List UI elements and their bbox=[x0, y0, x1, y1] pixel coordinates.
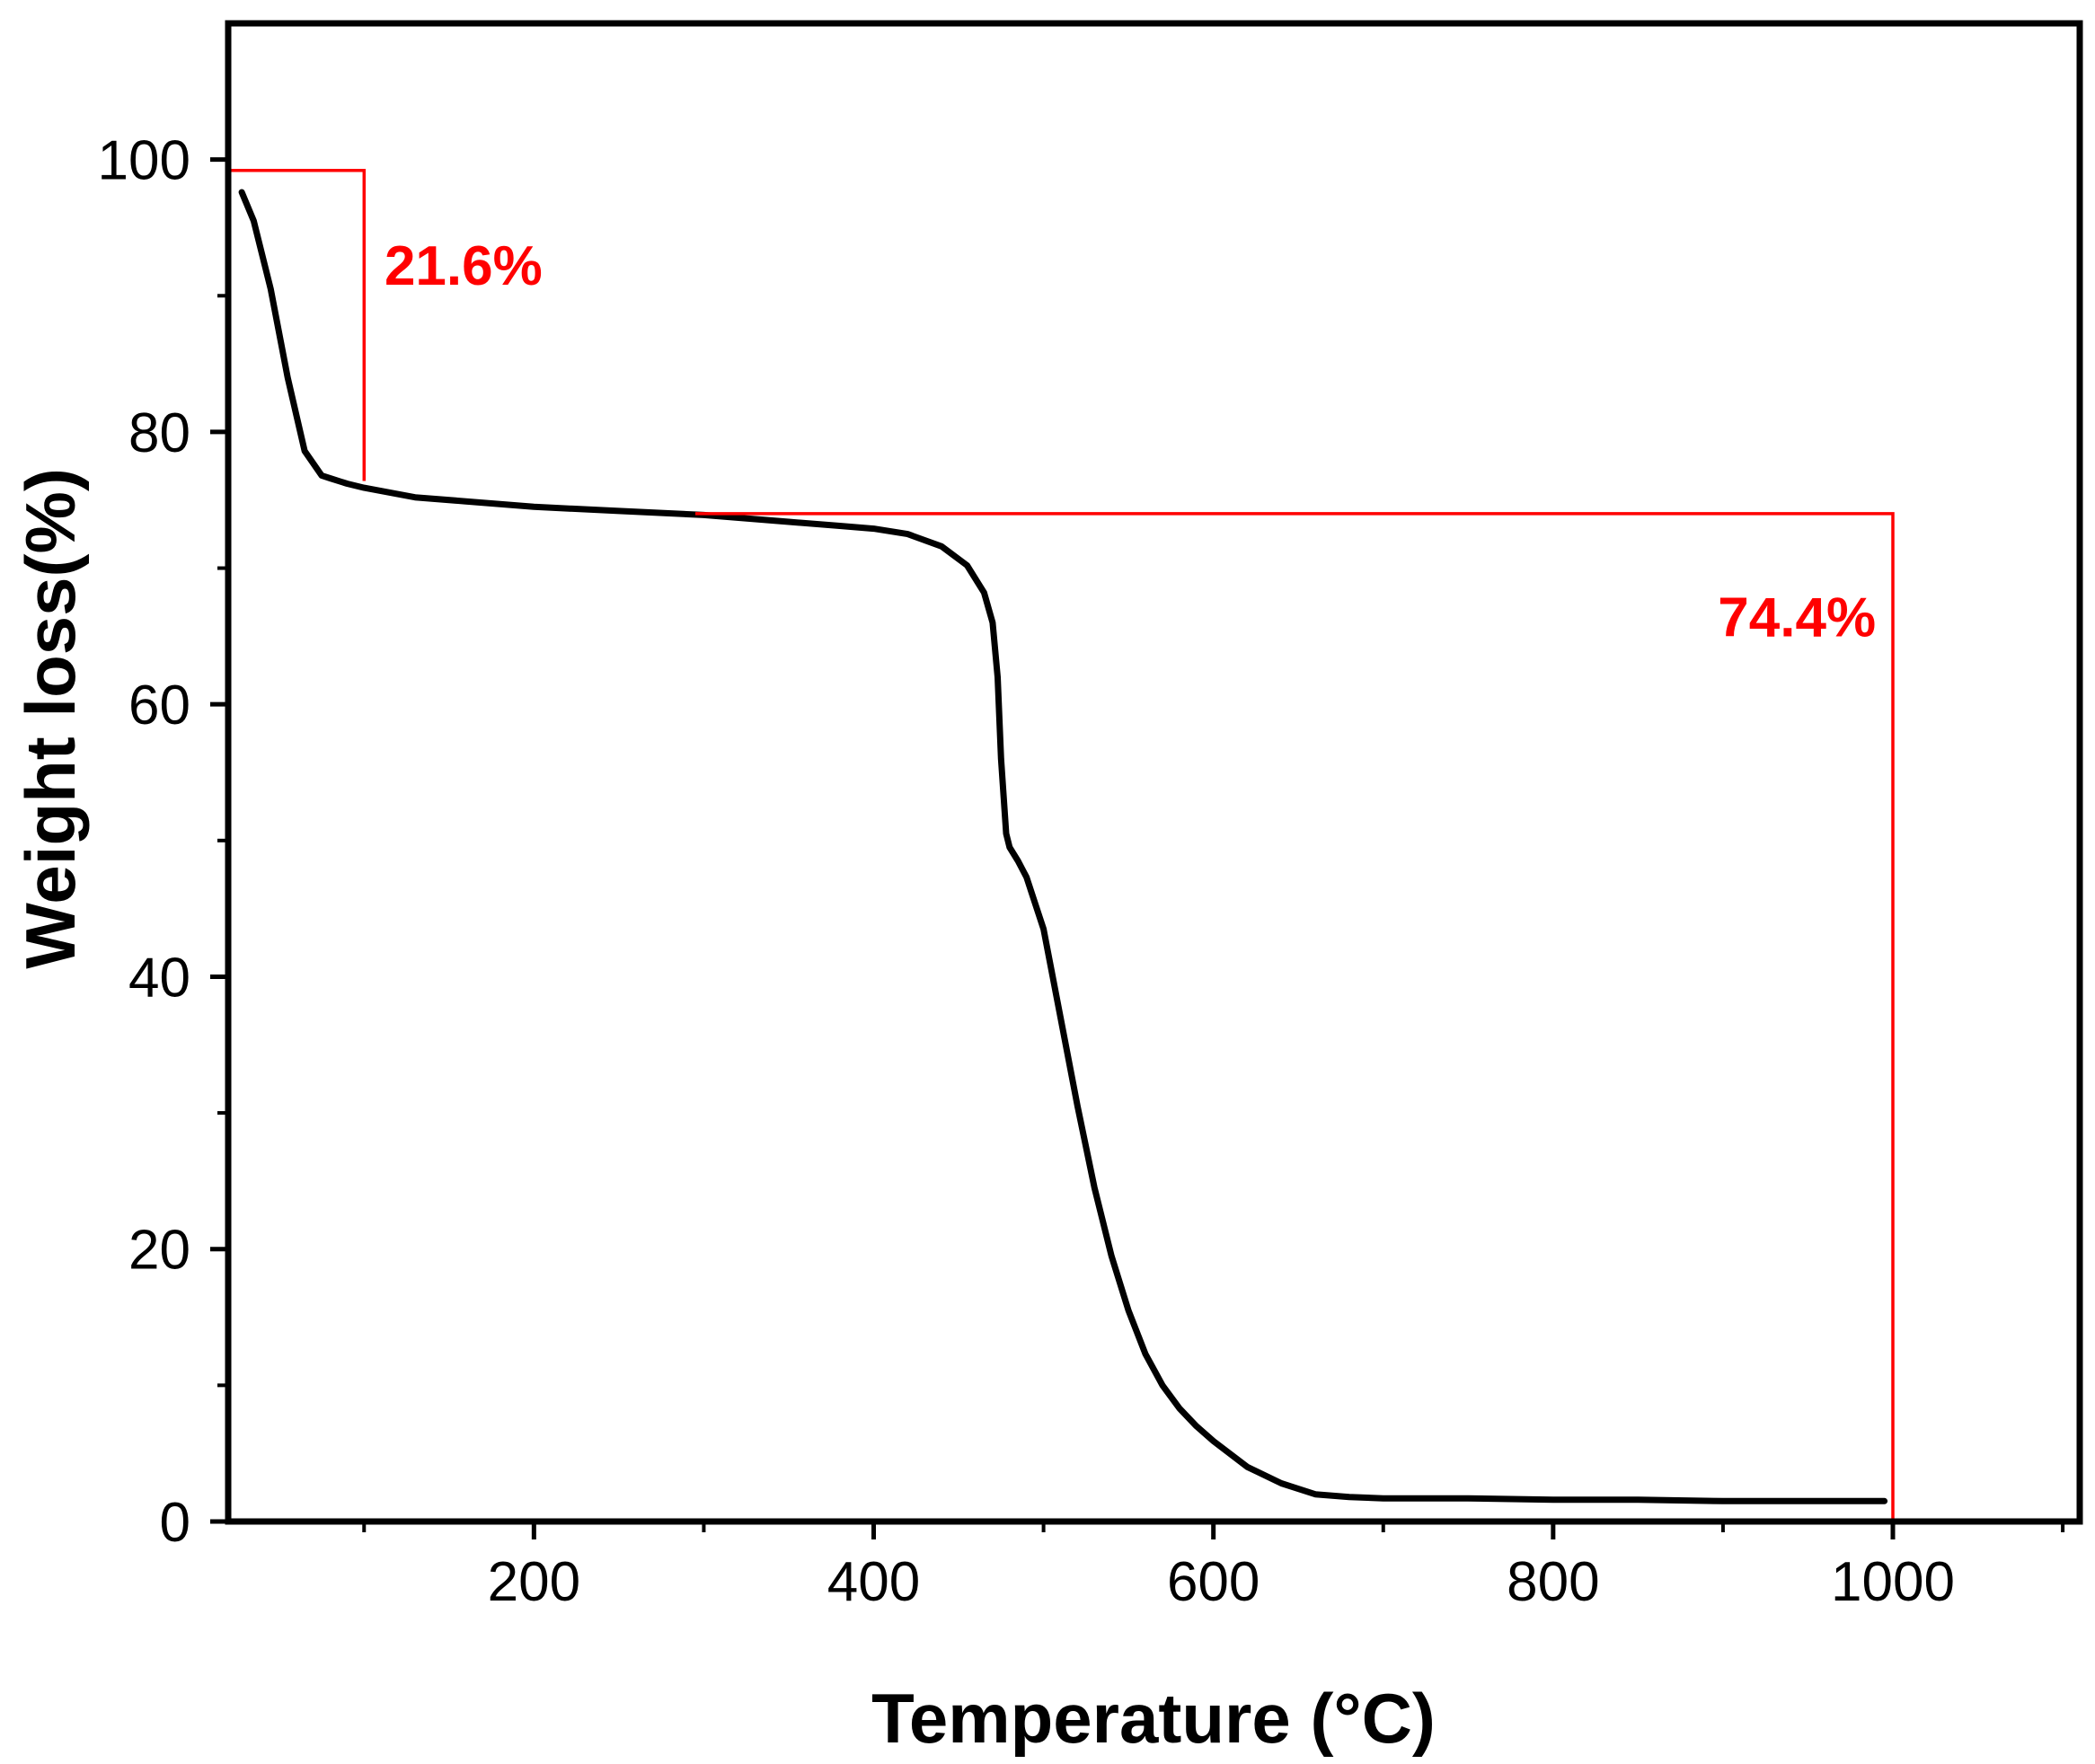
annotation-bracket-1 bbox=[228, 169, 367, 481]
plot-area bbox=[238, 189, 1888, 1504]
y-tick-label: 100 bbox=[98, 130, 190, 192]
y-tick-label: 40 bbox=[128, 947, 190, 1009]
axes: 200 400 600 800 1000 0 20 40 60 80 100 bbox=[98, 20, 2083, 1613]
x-tick-label: 400 bbox=[827, 1551, 920, 1613]
y-tick-label: 20 bbox=[128, 1220, 190, 1282]
x-tick-label: 200 bbox=[488, 1551, 580, 1613]
annotation-label-1: 21.6% bbox=[385, 235, 543, 297]
x-axis-title: Temperature (°C) bbox=[871, 1679, 1436, 1758]
x-tick-label: 800 bbox=[1507, 1551, 1599, 1613]
y-tick-label: 0 bbox=[160, 1492, 190, 1554]
x-tick-label: 600 bbox=[1167, 1551, 1260, 1613]
annotation-label-2: 74.4% bbox=[1718, 587, 1876, 648]
y-tick-label: 60 bbox=[128, 675, 190, 736]
series-line-tga bbox=[238, 189, 1888, 1504]
axes-frame bbox=[225, 20, 2083, 1525]
annotation-bracket-2 bbox=[695, 512, 1895, 1521]
y-axis-title: Weight loss(%) bbox=[11, 468, 90, 969]
y-tick-label: 80 bbox=[128, 402, 190, 464]
annotations: 21.6% 74.4% bbox=[228, 169, 1895, 1521]
x-tick-label: 1000 bbox=[1831, 1551, 1955, 1613]
